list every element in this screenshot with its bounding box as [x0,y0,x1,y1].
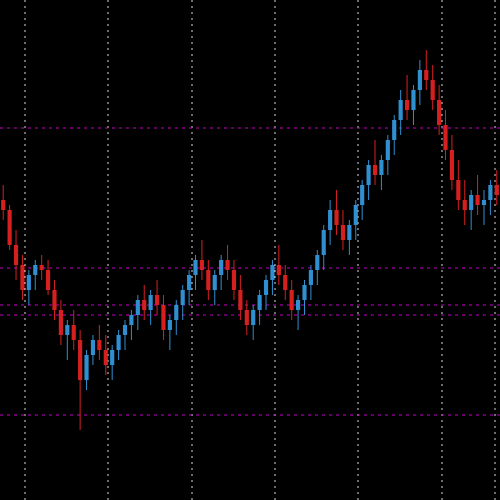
candlestick-chart[interactable] [0,0,500,500]
